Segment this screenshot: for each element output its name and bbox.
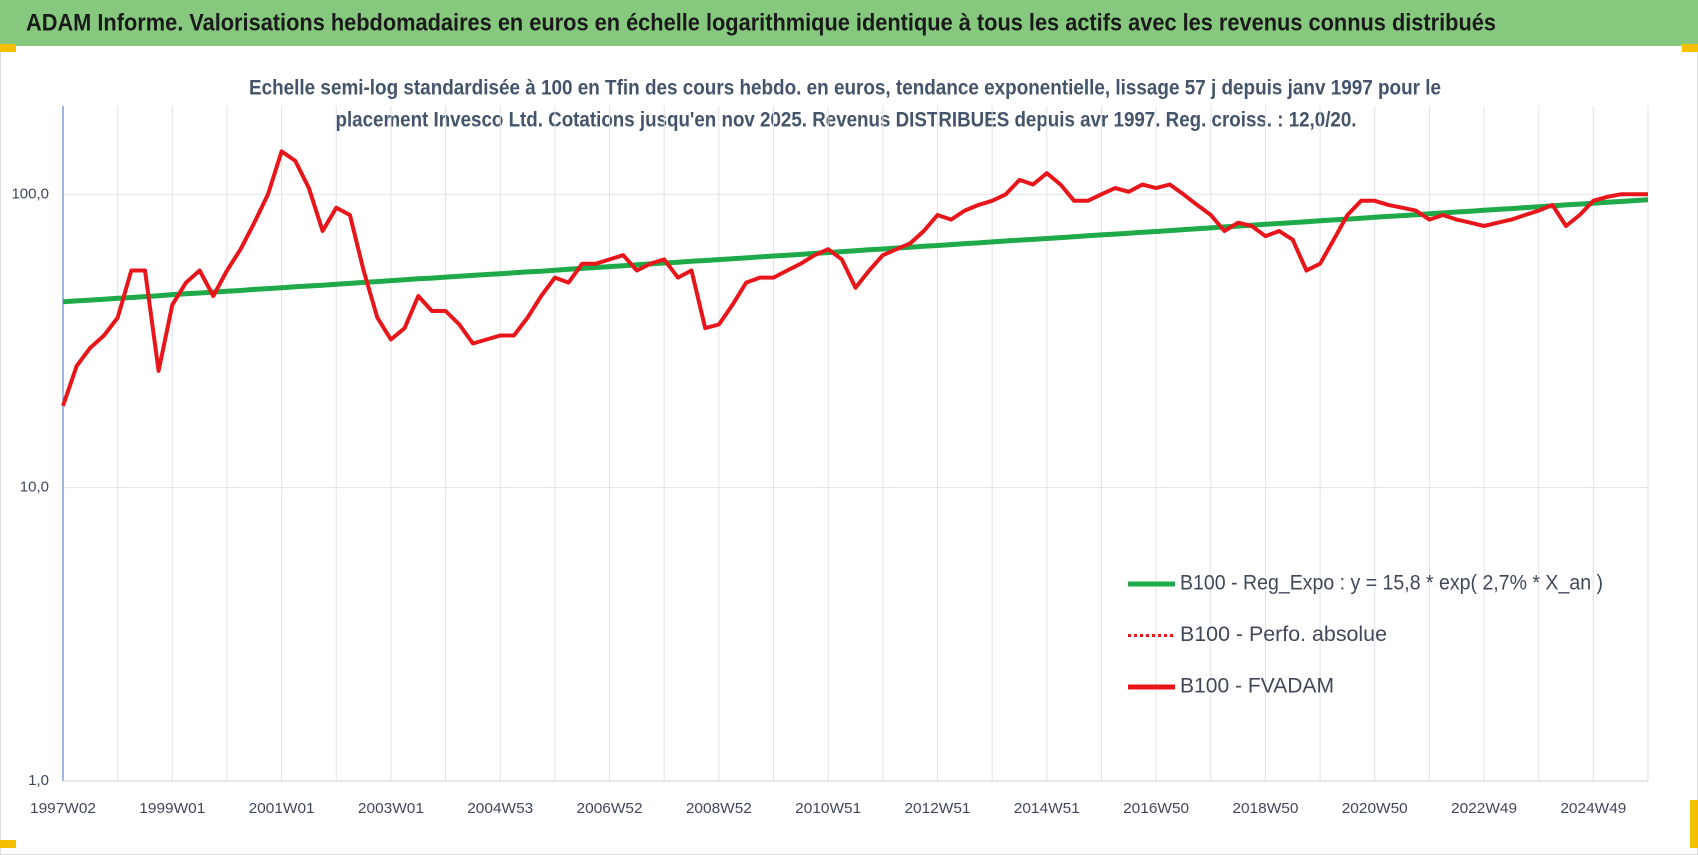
x-tick-label: 2024W49	[1560, 800, 1626, 817]
x-tick-label: 1999W01	[139, 800, 205, 817]
legend-label: B100 - Perfo. absolue	[1180, 623, 1387, 646]
x-tick-label: 2008W52	[686, 800, 752, 817]
series-line	[61, 149, 1648, 407]
y-tick-label: 100,0	[11, 185, 49, 202]
x-tick-label: 2001W01	[249, 800, 315, 817]
x-tick-label: 2004W53	[467, 800, 533, 817]
x-tick-label: 2006W52	[577, 800, 643, 817]
series-line	[62, 197, 1649, 305]
corner	[1690, 800, 1698, 848]
x-tick-label: 1997W02	[30, 800, 96, 817]
x-tick-label: 2003W01	[358, 800, 424, 817]
chart-title: ADAM Informe. Valorisations hebdomadaire…	[26, 9, 1496, 36]
x-tick-label: 2012W51	[904, 800, 970, 817]
y-tick-label: 10,0	[20, 479, 49, 496]
chart-subtitle: Echelle semi-log standardisée à 100 en T…	[249, 77, 1441, 100]
corner	[1682, 44, 1698, 52]
x-tick-label: 2022W49	[1451, 800, 1517, 817]
x-tick-label: 2020W50	[1342, 800, 1408, 817]
legend-label: B100 - FVADAM	[1180, 675, 1334, 698]
title-bar	[0, 0, 1698, 46]
x-tick-label: 2016W50	[1123, 800, 1189, 817]
corner	[0, 840, 16, 848]
y-tick-label: 1,0	[28, 772, 49, 789]
legend-label: B100 - Reg_Expo : y = 15,8 * exp( 2,7% *…	[1180, 572, 1603, 595]
chart-subtitle: placement Invesco Ltd. Cotations jusqu'e…	[336, 109, 1357, 132]
x-tick-label: 2018W50	[1232, 800, 1298, 817]
corner	[0, 44, 16, 52]
x-tick-label: 2010W51	[795, 800, 861, 817]
x-tick-label: 2014W51	[1014, 800, 1080, 817]
